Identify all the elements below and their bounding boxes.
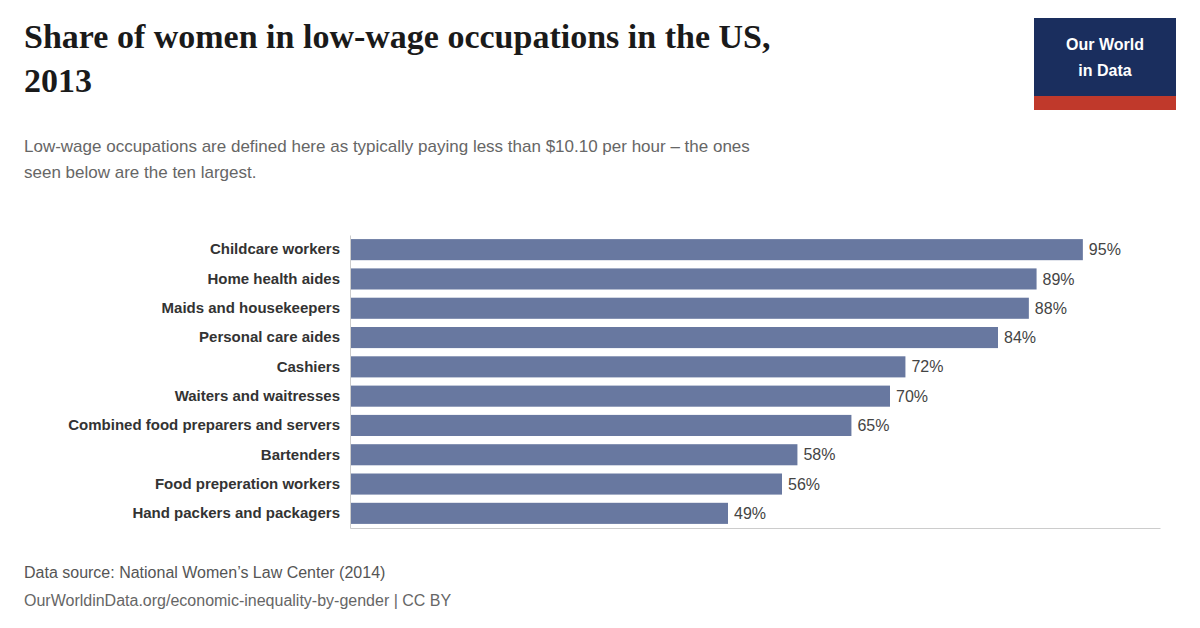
y-tick: Combined food preparers and servers: [68, 416, 350, 433]
bar: [350, 268, 1037, 289]
title: Share of women in low-wage occupations i…: [24, 18, 770, 99]
y-tick: Personal care aides: [199, 328, 350, 345]
y-tick: Childcare workers: [210, 240, 350, 257]
y-tick-label: Personal care aides: [199, 328, 340, 345]
y-axis-line: [350, 236, 351, 529]
x-axis-line: [351, 528, 1161, 529]
footer-note: OurWorldinData.org/economic-inequality-b…: [24, 592, 451, 609]
data-labels: 49% 56% 58% 65% 70% 72% 84% 88% 89% 95%: [734, 241, 1121, 522]
source-note: Data source: National Women’s Law Center…: [24, 564, 385, 581]
y-tick-label: Childcare workers: [210, 240, 340, 257]
y-tick: Home health aides: [207, 270, 350, 287]
bar: [350, 444, 797, 465]
y-tick-label: Cashiers: [277, 358, 340, 375]
data-label: 65%: [857, 417, 889, 434]
y-tick: Cashiers: [277, 358, 350, 375]
bar: [350, 386, 890, 407]
y-tick-label: Waiters and waitresses: [175, 387, 340, 404]
bar: [350, 327, 998, 348]
y-tick: Food preperation workers: [155, 475, 350, 492]
subtitle: Low-wage occupations are defined here as…: [24, 137, 750, 182]
data-label: 58%: [803, 446, 835, 463]
plot: 49% 56% 58% 65% 70% 72% 84% 88% 89% 95% Hand packe…: [68, 236, 1160, 529]
data-label: 95%: [1089, 241, 1121, 258]
y-tick: Hand packers and packagers: [132, 504, 350, 521]
y-tick-label: Hand packers and packagers: [132, 504, 340, 521]
data-label: 70%: [896, 388, 928, 405]
chart: Share of women in low-wage occupations i…: [0, 0, 1200, 628]
y-tick-label: Home health aides: [207, 270, 340, 287]
x-axis: [351, 528, 1161, 529]
bar: [350, 415, 851, 436]
logo-box: [1034, 18, 1176, 96]
logo-accent: [1034, 96, 1176, 110]
y-tick: Maids and housekeepers: [162, 299, 350, 316]
logo-text: Our Worldin Data: [1066, 36, 1144, 79]
data-label: 56%: [788, 476, 820, 493]
data-label: 84%: [1004, 329, 1036, 346]
y-tick-label: Combined food preparers and servers: [68, 416, 340, 433]
y-tick-label: Bartenders: [261, 446, 340, 463]
data-label: 72%: [911, 358, 943, 375]
data-label: 49%: [734, 505, 766, 522]
bar: [350, 239, 1083, 260]
y-tick-label: Food preperation workers: [155, 475, 340, 492]
bars: [350, 239, 1083, 524]
data-label: 88%: [1035, 300, 1067, 317]
y-tick-label: Maids and housekeepers: [162, 299, 340, 316]
logo: Our Worldin Data: [1034, 18, 1176, 110]
data-label: 89%: [1043, 271, 1075, 288]
y-axis: Hand packers and packagers Food preperati…: [68, 236, 350, 529]
y-tick: Bartenders: [261, 446, 350, 463]
bar: [350, 503, 728, 524]
bar: [350, 474, 782, 495]
y-tick: Waiters and waitresses: [175, 387, 350, 404]
bar: [350, 356, 905, 377]
bar: [350, 298, 1029, 319]
